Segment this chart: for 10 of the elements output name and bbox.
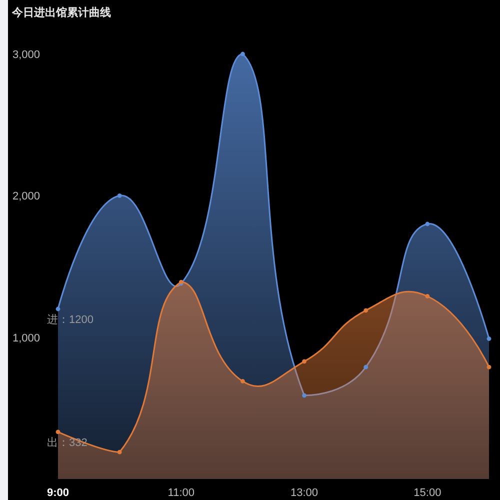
y-tick-label: 2,000 [12, 190, 40, 203]
annotation: 出：332 [47, 436, 88, 449]
y-tick-label: 1,000 [12, 332, 40, 344]
annotation: 进：1200 [47, 313, 94, 326]
x-tick-label: 11:00 [168, 487, 194, 499]
x-tick-label: 9:00 [46, 487, 70, 499]
chart-title: 今日进出馆累计曲线 [11, 6, 111, 19]
x-tick-label: 15:00 [414, 487, 442, 499]
y-tick-label: 3,000 [12, 49, 40, 61]
x-tick-label: 13:00 [290, 487, 318, 499]
